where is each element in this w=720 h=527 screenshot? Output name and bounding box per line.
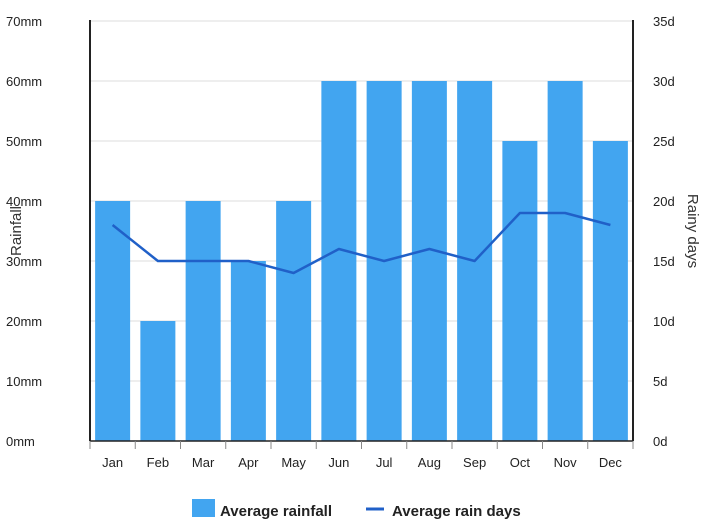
y2-tick-label: 0d [653, 434, 667, 449]
legend-label-rain-days: Average rain days [392, 503, 521, 520]
axes [89, 20, 634, 449]
rainfall-bars [95, 81, 628, 441]
y-tick-label: 40mm [6, 194, 42, 209]
rainfall-bar [321, 81, 357, 441]
rainfall-bar [276, 201, 312, 441]
y-tick-label: 10mm [6, 374, 42, 389]
x-tick-label: Dec [599, 455, 623, 470]
x-tick-label: May [281, 455, 306, 470]
legend-swatch-rainfall [192, 499, 215, 517]
y2-tick-label: 10d [653, 314, 675, 329]
x-tick-label: Jan [102, 455, 123, 470]
y2-tick-label: 25d [653, 134, 675, 149]
y-tick-label: 50mm [6, 134, 42, 149]
x-tick-label: Jun [328, 455, 349, 470]
y-tick-label: 70mm [6, 14, 42, 29]
rain-days-line [111, 211, 611, 275]
y-tick-label: 20mm [6, 314, 42, 329]
axis-labels: 0mm 10mm 20mm 30mm 40mm 50mm 60mm 70mm 0d 5d 10d 15… [6, 14, 675, 470]
y2-axis-title: Rainy days [684, 194, 701, 268]
y-tick-label: 30mm [6, 254, 42, 269]
x-tick-label: Mar [192, 455, 215, 470]
y2-tick-label: 20d [653, 194, 675, 209]
y2-tick-label: 5d [653, 374, 667, 389]
y-axis-title: Rainfall [8, 206, 25, 256]
x-tick-label: Jul [376, 455, 393, 470]
rain-days-line-layer [111, 211, 611, 275]
y2-tick-label: 15d [653, 254, 675, 269]
x-tick-label: Nov [554, 455, 578, 470]
rainfall-bar [547, 81, 583, 441]
rainfall-bar [140, 321, 176, 441]
x-tick-label: Sep [463, 455, 486, 470]
rainfall-bar [95, 201, 131, 441]
rainfall-bar [411, 81, 447, 441]
rainfall-bar [230, 261, 266, 441]
y-tick-label: 0mm [6, 434, 35, 449]
x-tick-label: Aug [418, 455, 441, 470]
rainfall-bar [502, 141, 538, 441]
y-tick-label: 60mm [6, 74, 42, 89]
x-tick-label: Oct [510, 455, 531, 470]
rainfall-bar [592, 141, 628, 441]
x-tick-label: Apr [238, 455, 259, 470]
y2-tick-label: 35d [653, 14, 675, 29]
rainfall-bar [185, 201, 221, 441]
legend-label-rainfall: Average rainfall [220, 503, 332, 520]
y2-tick-label: 30d [653, 74, 675, 89]
legend: Average rainfall Average rain days [192, 499, 521, 520]
x-tick-label: Feb [147, 455, 169, 470]
